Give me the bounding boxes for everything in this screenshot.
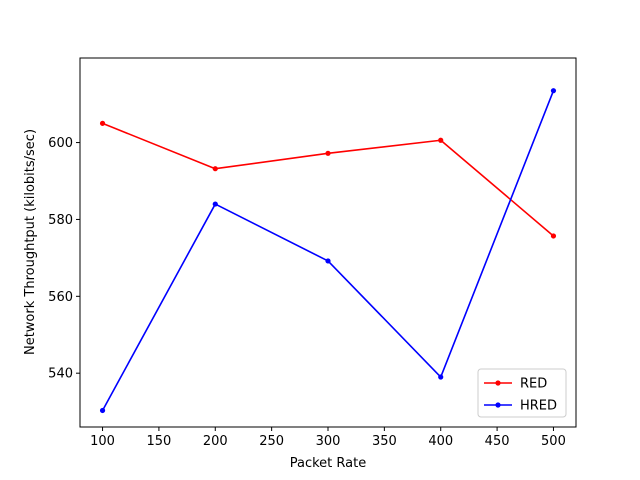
data-point-red bbox=[550, 233, 557, 239]
x-tick-label: 100 bbox=[90, 434, 115, 449]
legend-marker-hred bbox=[495, 402, 501, 408]
data-point-hred bbox=[99, 407, 106, 414]
data-point-hred bbox=[550, 88, 557, 94]
y-tick-label: 560 bbox=[48, 290, 73, 305]
y-axis-label: Network Throughtput (kilobits/sec) bbox=[23, 129, 38, 355]
x-tick-label: 300 bbox=[316, 434, 341, 449]
legend-label-hred: HRED bbox=[520, 399, 557, 414]
data-point-hred bbox=[212, 201, 218, 207]
data-point-red bbox=[212, 166, 218, 172]
data-point-hred bbox=[325, 258, 331, 264]
y-tick-label: 580 bbox=[48, 213, 73, 228]
x-tick-label: 500 bbox=[541, 434, 566, 449]
data-point-red bbox=[438, 137, 444, 143]
legend-marker-red bbox=[495, 380, 501, 386]
data-point-red bbox=[99, 120, 106, 126]
x-tick-label: 350 bbox=[372, 434, 397, 449]
x-tick-label: 400 bbox=[428, 434, 453, 449]
plot-area bbox=[99, 88, 557, 414]
y-tick-label: 600 bbox=[48, 136, 73, 151]
y-tick-label: 540 bbox=[48, 367, 73, 382]
legend-label-red: RED bbox=[520, 377, 547, 392]
x-tick-label: 150 bbox=[146, 434, 171, 449]
x-axis-label: Packet Rate bbox=[290, 456, 366, 471]
x-tick-label: 250 bbox=[259, 434, 284, 449]
legend: RED HRED bbox=[477, 368, 567, 418]
x-tick-label: 450 bbox=[485, 434, 510, 449]
x-tick-label: 200 bbox=[203, 434, 228, 449]
data-point-red bbox=[325, 150, 331, 156]
axes: 100 150 200 250 300 350 400 450 500 540 560 580 600 bbox=[48, 57, 577, 449]
data-point-hred bbox=[438, 374, 444, 380]
